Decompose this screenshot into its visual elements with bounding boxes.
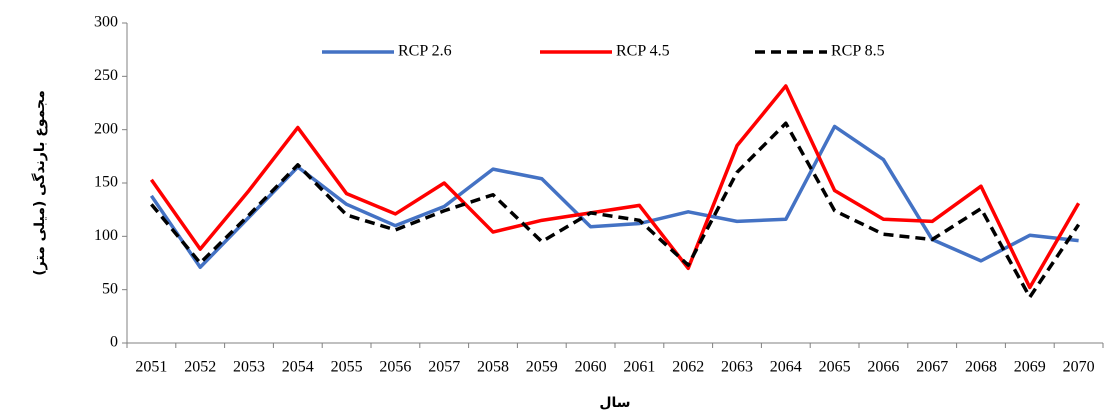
y-tick-label: 0 (110, 334, 118, 351)
x-tick-label: 2064 (770, 359, 802, 376)
x-tick-label: 2070 (1063, 359, 1095, 376)
x-tick-label: 2053 (233, 359, 265, 376)
x-tick-label: 2060 (575, 359, 607, 376)
x-tick-label: 2051 (135, 359, 167, 376)
x-tick-label: 2058 (477, 359, 509, 376)
y-tick-label: 300 (94, 14, 118, 31)
x-axis-label: سال (599, 395, 630, 411)
x-tick-label: 2054 (282, 359, 314, 376)
y-tick-label: 200 (94, 120, 118, 137)
y-tick-label: 50 (102, 280, 118, 297)
legend-label: RCP 2.6 (398, 43, 452, 60)
x-tick-label: 2062 (672, 359, 704, 376)
x-tick-label: 2056 (379, 359, 411, 376)
x-tick-label: 2068 (965, 359, 997, 376)
series-line (149, 124, 1079, 270)
x-tick-label: 2069 (1014, 359, 1046, 376)
x-tick-label: 2061 (623, 359, 655, 376)
x-tick-label: 2066 (867, 359, 899, 376)
y-tick-label: 100 (94, 227, 118, 244)
series-line (149, 84, 1081, 290)
x-tick-label: 2057 (428, 359, 460, 376)
x-tick-label: 2059 (526, 359, 558, 376)
x-tick-label: 2067 (916, 359, 948, 376)
legend-label: RCP 8.5 (831, 43, 885, 60)
x-tick-label: 2055 (331, 359, 363, 376)
y-tick-label: 250 (94, 67, 118, 84)
x-tick-label: 2052 (184, 359, 216, 376)
y-axis-label: مجموع بارندگی (میلی متر) (31, 90, 48, 275)
legend-label: RCP 4.5 (616, 43, 670, 60)
y-tick-label: 150 (94, 174, 118, 191)
x-tick-label: 2065 (819, 359, 851, 376)
series-line (150, 121, 1081, 299)
x-tick-label: 2063 (721, 359, 753, 376)
